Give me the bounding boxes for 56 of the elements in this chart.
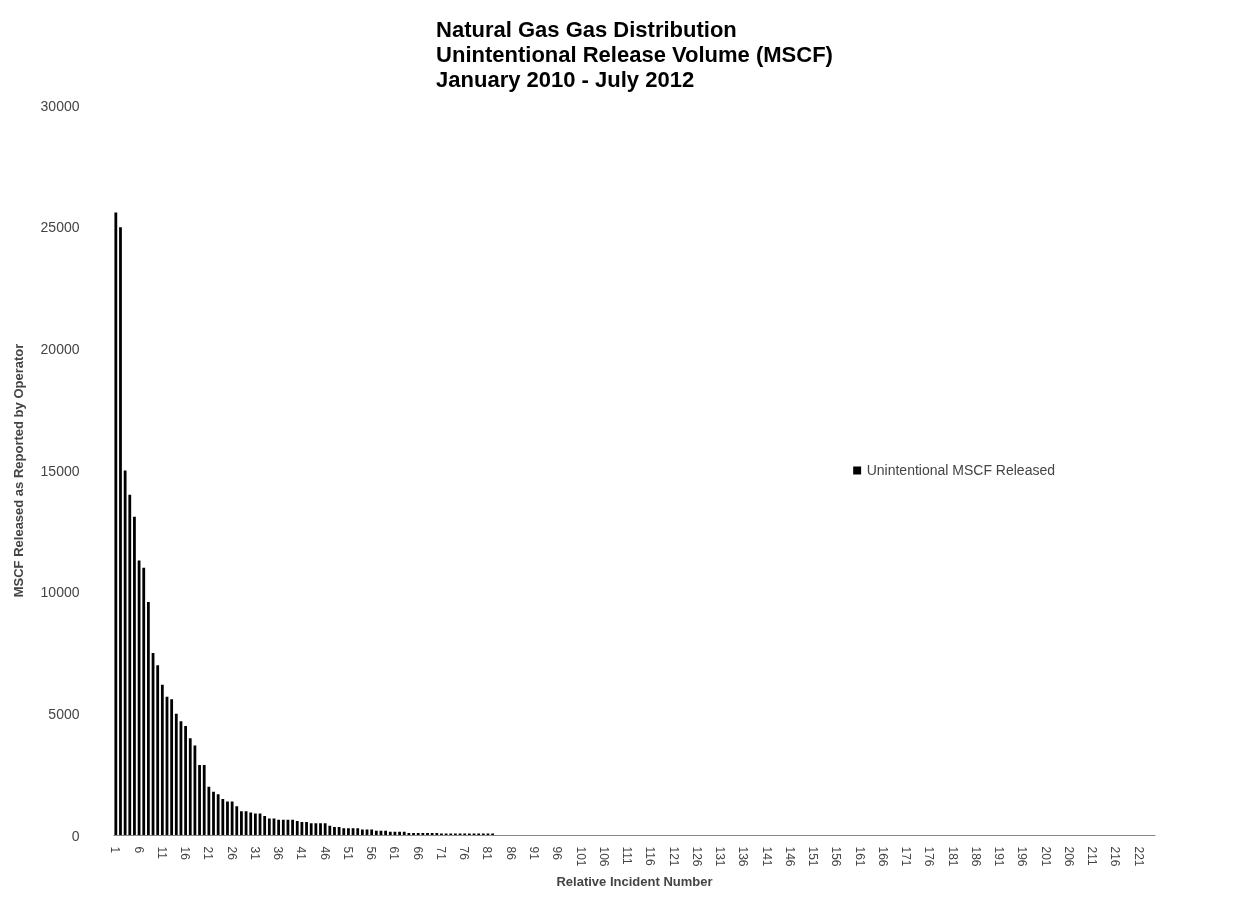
x-tick-label: 106 — [596, 846, 611, 867]
x-tick-label: 26 — [224, 846, 239, 861]
x-tick-label: 66 — [410, 846, 425, 861]
y-tick-label: 30000 — [40, 97, 80, 114]
x-tick-label: 211 — [1085, 846, 1100, 866]
x-tick-label: 31 — [247, 846, 262, 861]
x-tick-label: 131 — [713, 846, 728, 867]
x-tick-label: 201 — [1038, 846, 1053, 867]
x-tick-label: 216 — [1108, 846, 1123, 867]
legend-label: Unintentional MSCF Released — [866, 462, 1055, 478]
x-tick-label: 61 — [387, 846, 402, 861]
chart-title: Natural Gas Gas Distribution Unintentional Release Volume (MSCF) January 2010 - July 2012 — [436, 16, 833, 92]
x-tick-label: 6 — [131, 846, 146, 854]
x-tick-label: 191 — [992, 846, 1007, 867]
x-tick-label: 76 — [457, 846, 472, 861]
x-tick-label: 46 — [317, 846, 332, 861]
x-tick-label: 196 — [1015, 846, 1030, 867]
x-tick-label: 186 — [968, 846, 983, 867]
x-tick-label: 51 — [340, 846, 355, 861]
x-tick-label: 161 — [852, 846, 867, 867]
y-axis-title: MSCF Released as Reported by Operator — [10, 343, 26, 598]
x-tick-label: 166 — [875, 846, 890, 867]
x-tick-label: 56 — [364, 846, 379, 861]
x-tick-label: 16 — [178, 846, 193, 861]
x-tick-label: 136 — [736, 846, 751, 867]
x-tick-label: 126 — [689, 846, 704, 867]
x-axis-title: Relative Incident Number — [556, 873, 713, 889]
x-tick-label: 11 — [154, 846, 169, 860]
x-tick-label: 221 — [1131, 846, 1146, 867]
x-tick-label: 36 — [271, 846, 286, 861]
y-tick-label: 5000 — [48, 705, 80, 722]
y-tick-label: 25000 — [40, 219, 80, 236]
x-tick-label: 101 — [573, 846, 588, 867]
x-tick-label: 111 — [620, 846, 635, 866]
x-tick-label: 96 — [550, 846, 565, 861]
x-tick-label: 151 — [806, 846, 821, 867]
x-tick-label: 116 — [643, 846, 658, 866]
x-tick-label: 121 — [666, 846, 681, 867]
x-tick-label: 41 — [294, 846, 309, 861]
x-tick-label: 141 — [759, 846, 774, 867]
x-tick-label: 86 — [503, 846, 518, 861]
x-tick-label: 176 — [922, 846, 937, 867]
x-tick-label: 181 — [945, 846, 960, 867]
x-tick-label: 171 — [899, 846, 914, 867]
x-tick-label: 146 — [782, 846, 797, 867]
y-tick-label: 20000 — [40, 340, 80, 357]
x-tick-label: 1 — [108, 846, 123, 854]
x-tick-label: 81 — [480, 846, 495, 861]
x-tick-label: 21 — [201, 846, 216, 861]
y-tick-label: 15000 — [40, 462, 80, 479]
y-tick-label: 0 — [71, 827, 80, 844]
x-tick-label: 206 — [1061, 846, 1076, 867]
x-tick-label: 91 — [526, 846, 541, 861]
y-tick-label: 10000 — [40, 584, 80, 601]
x-tick-label: 71 — [433, 846, 448, 861]
x-tick-label: 156 — [829, 846, 844, 867]
